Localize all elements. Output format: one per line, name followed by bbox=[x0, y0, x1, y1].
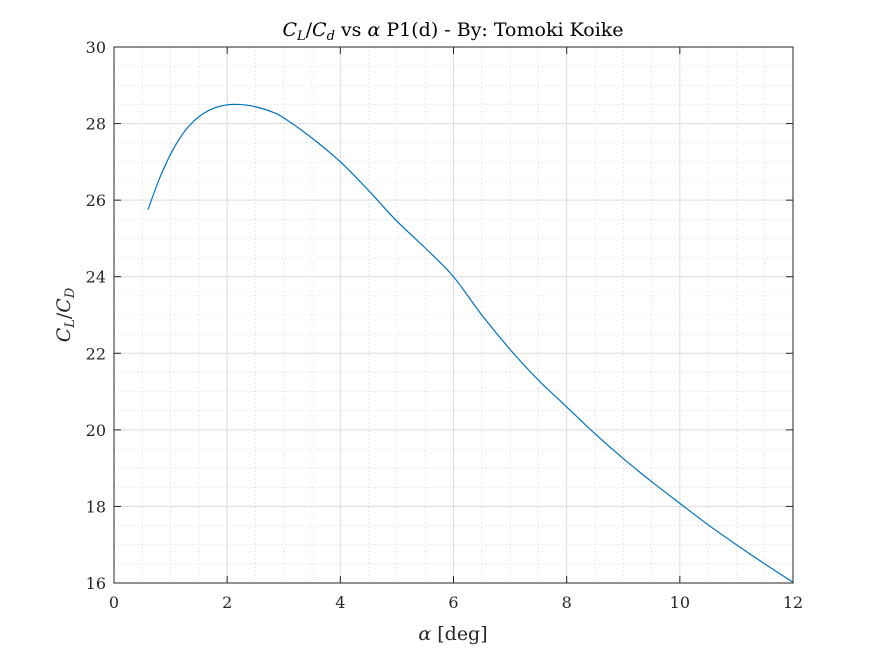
minor-grid bbox=[114, 47, 793, 583]
y-axis-label-denominator-sub: D bbox=[63, 287, 78, 299]
x-axis-label-unit: [deg] bbox=[431, 623, 487, 645]
series-layer bbox=[147, 103, 794, 583]
y-tick-label: 16 bbox=[86, 574, 106, 593]
y-tick-label: 24 bbox=[86, 268, 106, 287]
y-axis-label-denominator: C bbox=[53, 298, 75, 313]
y-tick-label: 30 bbox=[86, 38, 106, 57]
y-axis-label: CL/CD bbox=[53, 287, 78, 342]
title-ratio-slash: / bbox=[306, 19, 313, 41]
x-tick-label: 4 bbox=[335, 593, 345, 612]
chart-title: CL/Cd vs α P1(d) - By: Tomoki Koike bbox=[282, 19, 623, 44]
title-ratio-denominator: C bbox=[312, 19, 327, 41]
y-tick-label: 28 bbox=[86, 115, 106, 134]
title-ratio-denominator-sub: d bbox=[327, 29, 335, 44]
x-axis-label-symbol: α bbox=[418, 623, 431, 645]
title-ratio-numerator-sub: L bbox=[296, 29, 306, 44]
y-tick-label: 20 bbox=[86, 421, 106, 440]
x-tick-label: 0 bbox=[109, 593, 119, 612]
x-tick-label: 6 bbox=[448, 593, 458, 612]
ticks bbox=[113, 46, 794, 584]
title-suffix: P1(d) - By: Tomoki Koike bbox=[380, 19, 623, 41]
y-axis-label-slash: / bbox=[53, 312, 75, 319]
title-vs: vs bbox=[335, 19, 368, 41]
x-tick-label: 12 bbox=[783, 593, 803, 612]
x-tick-label: 2 bbox=[222, 593, 232, 612]
x-tick-label: 10 bbox=[670, 593, 690, 612]
x-axis-label: α [deg] bbox=[418, 623, 487, 645]
y-axis-label-numerator: C bbox=[53, 327, 75, 342]
y-tick-label: 26 bbox=[86, 191, 106, 210]
y-axis-label-numerator-sub: L bbox=[63, 319, 78, 329]
y-tick-label: 18 bbox=[86, 497, 106, 516]
title-ratio-numerator: C bbox=[282, 19, 297, 41]
x-tick-label: 8 bbox=[562, 593, 572, 612]
y-tick-label: 22 bbox=[86, 344, 106, 363]
title-alpha: α bbox=[367, 19, 380, 41]
series-line bbox=[147, 103, 794, 583]
